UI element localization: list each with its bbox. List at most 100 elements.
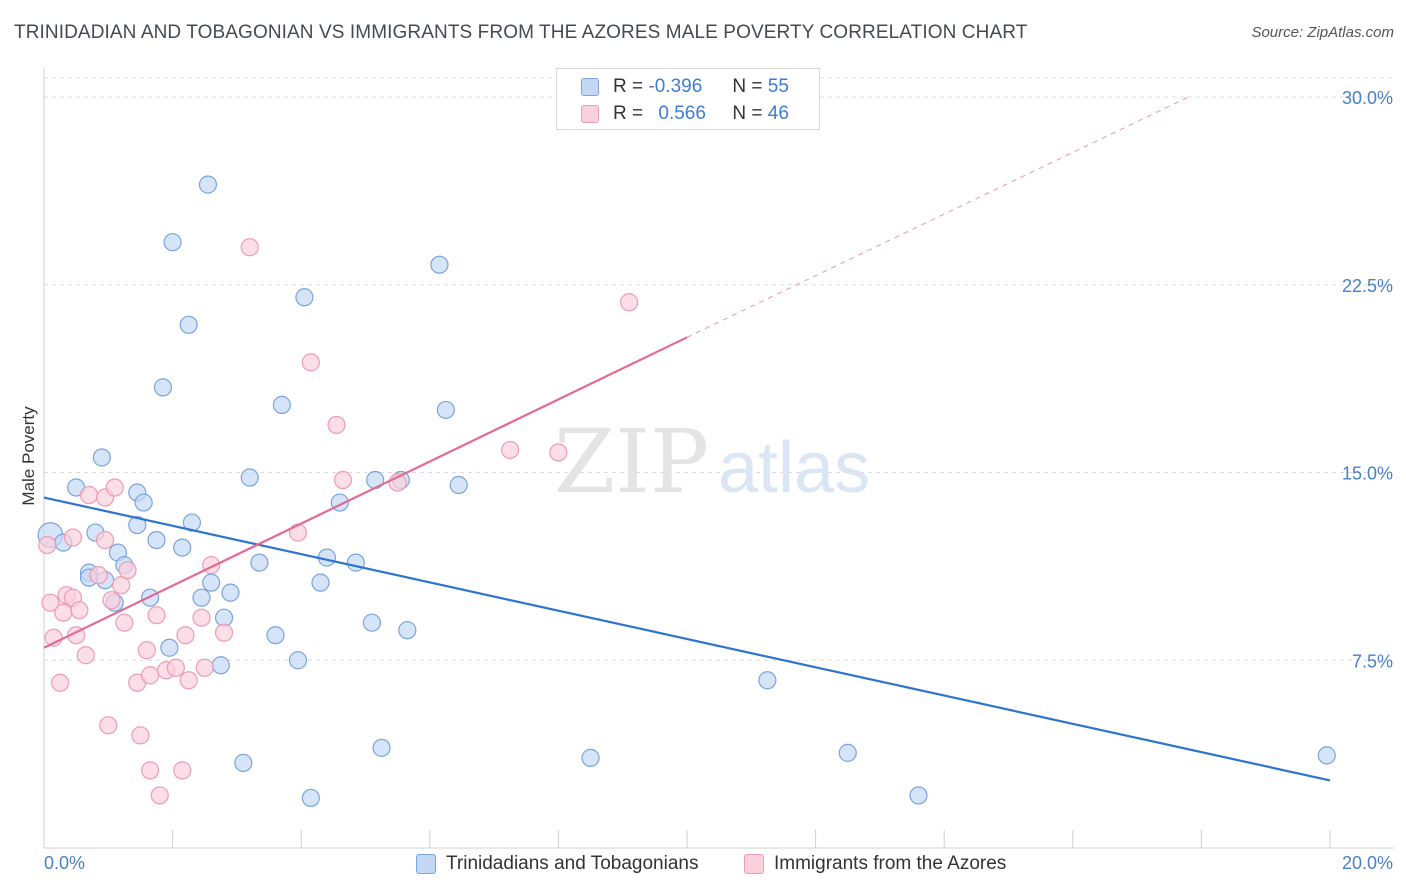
data-point-pink	[112, 576, 131, 595]
data-point-blue	[198, 175, 218, 194]
grid-lines	[44, 77, 1394, 661]
r-label: R =	[613, 103, 644, 124]
data-point-blue	[211, 656, 230, 675]
data-point-blue	[202, 573, 221, 592]
data-point-pink	[147, 606, 166, 625]
data-point-pink	[63, 528, 83, 547]
tick-labels: 7.5% 15.0% 22.5% 30.0% 0.0% 20.0%	[44, 88, 1393, 873]
data-point-blue	[311, 573, 330, 592]
data-point-pink	[105, 478, 124, 497]
data-point-blue	[288, 651, 308, 670]
data-point-blue	[147, 530, 166, 550]
trendline-blue	[43, 496, 1331, 782]
data-point-pink	[89, 566, 108, 585]
source-label: Source: ZipAtlas.com	[1251, 24, 1394, 41]
data-point-pink	[54, 603, 73, 622]
data-point-blue	[430, 255, 449, 274]
legend-row-pink: R = 0.566 N = 46	[581, 101, 789, 127]
data-point-blue	[436, 400, 455, 420]
chart-title: TRINIDADIAN AND TOBAGONIAN VS IMMIGRANTS…	[14, 22, 1028, 43]
data-point-pink	[173, 761, 192, 780]
data-point-pink	[301, 353, 320, 372]
r-value-blue: -0.396	[648, 76, 703, 97]
data-point-pink	[38, 535, 57, 555]
data-point-blue	[838, 743, 857, 762]
data-point-pink	[99, 716, 118, 735]
data-point-pink	[192, 608, 211, 627]
correlation-legend: R = -0.396 N = 55 R = 0.566 N = 46	[556, 68, 820, 130]
data-point-pink	[240, 238, 259, 257]
trendlines	[43, 96, 1331, 782]
data-point-pink	[70, 601, 89, 620]
data-point-pink	[115, 613, 134, 632]
data-point-blue	[272, 395, 292, 415]
axes	[43, 68, 1394, 849]
legend-row-blue: R = -0.396 N = 55	[581, 74, 789, 100]
data-point-pink	[131, 726, 150, 745]
y-tick-label: 22.5%	[1342, 276, 1393, 296]
watermark-atlas: atlas	[718, 428, 870, 508]
r-value-pink: 0.566	[658, 103, 706, 124]
data-point-pink	[501, 440, 520, 460]
data-point-blue	[179, 315, 198, 334]
data-point-pink	[50, 673, 70, 692]
data-point-blue	[372, 738, 391, 757]
data-point-blue	[398, 621, 417, 640]
data-point-blue	[449, 475, 468, 495]
y-tick-label: 15.0%	[1342, 464, 1393, 484]
data-point-pink	[333, 470, 353, 490]
data-point-pink	[140, 666, 160, 685]
data-point-blue	[134, 493, 153, 512]
data-point-blue	[163, 233, 182, 252]
data-point-pink	[76, 646, 95, 665]
data-point-pink	[176, 626, 195, 645]
data-point-pink	[288, 523, 308, 542]
data-point-blue	[346, 553, 365, 572]
data-point-blue	[1317, 746, 1336, 765]
n-value-blue: 55	[767, 76, 789, 97]
legend-swatch-pink	[581, 105, 599, 123]
r-label: R =	[613, 76, 644, 97]
data-point-blue	[362, 613, 382, 632]
data-point-blue	[128, 515, 147, 535]
y-axis-title: Male Poverty	[19, 406, 38, 506]
data-point-blue	[250, 553, 269, 572]
legend-item-pink: Immigrants from the Azores	[744, 851, 1006, 877]
data-point-pink	[214, 623, 234, 642]
n-label: N =	[732, 103, 763, 124]
data-point-pink	[79, 485, 99, 505]
trendline-pink	[43, 336, 688, 649]
data-point-blue	[92, 448, 111, 467]
watermark: ZIP atlas	[554, 410, 870, 513]
data-point-blue	[234, 753, 253, 772]
data-point-pink	[179, 671, 198, 690]
legend-square-pink	[744, 854, 764, 874]
legend-label-pink: Immigrants from the Azores	[774, 853, 1007, 874]
data-point-blue	[221, 583, 240, 602]
legend-swatch-blue	[581, 78, 599, 96]
data-point-pink	[549, 443, 568, 462]
x-tick-label: 20.0%	[1342, 853, 1393, 873]
data-point-pink	[118, 561, 137, 580]
data-point-blue	[909, 786, 928, 805]
x-tick-label: 0.0%	[44, 853, 85, 873]
data-point-blue	[758, 671, 777, 690]
data-point-blue	[160, 638, 179, 657]
trendline-pink-extension	[686, 96, 1189, 338]
data-point-pink	[102, 591, 121, 610]
data-point-pink	[195, 658, 214, 677]
series-pink-points	[38, 238, 639, 805]
n-value-pink: 46	[767, 103, 789, 124]
data-point-blue	[266, 626, 285, 645]
legend-label-blue: Trinidadians and Tobagonians	[446, 853, 699, 874]
y-tick-label: 7.5%	[1352, 651, 1393, 671]
legend-square-blue	[416, 854, 436, 874]
watermark-zip: ZIP	[554, 410, 709, 513]
data-point-pink	[150, 786, 169, 805]
n-label: N =	[732, 76, 763, 97]
data-point-blue	[581, 748, 600, 767]
data-point-blue	[153, 378, 173, 397]
data-point-blue	[240, 468, 259, 487]
series-blue-points	[37, 175, 1336, 808]
